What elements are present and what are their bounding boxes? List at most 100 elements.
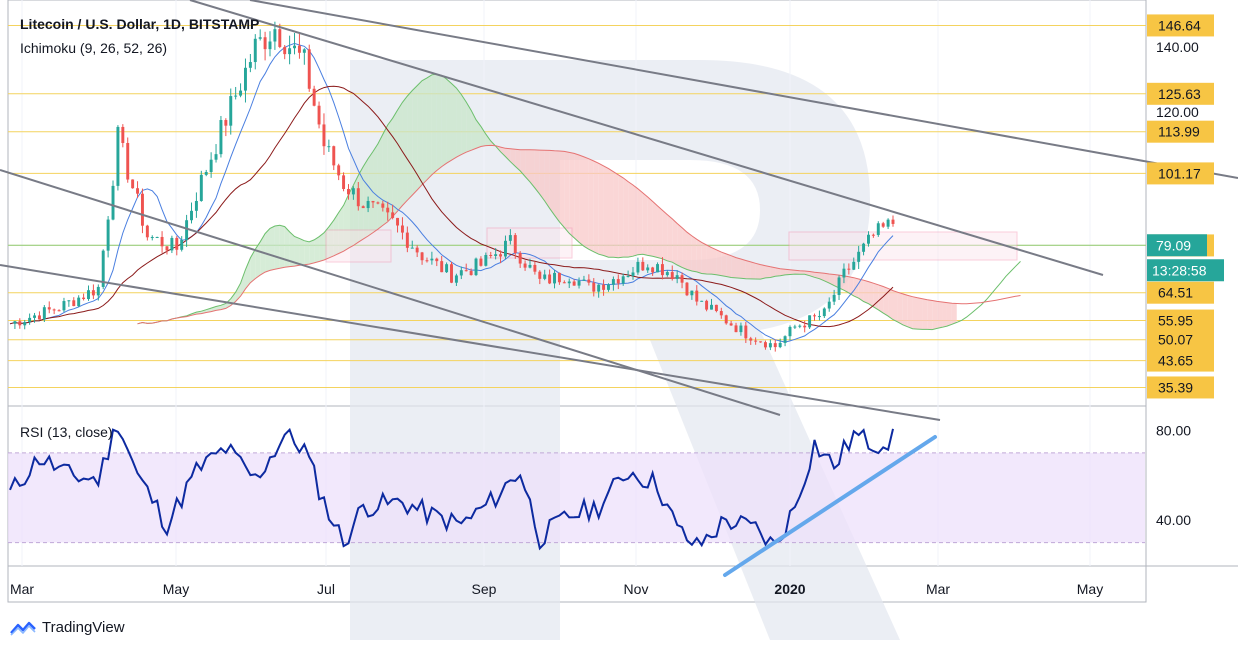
time-tick-label: Mar <box>10 581 34 597</box>
cloud-segment <box>539 150 545 201</box>
candle-body <box>832 294 836 302</box>
candle-body <box>371 200 375 203</box>
candle-body <box>670 272 674 279</box>
candle-body <box>700 300 704 302</box>
cloud-segment <box>794 270 800 275</box>
cloud-segment <box>780 268 786 276</box>
time-tick-label: 2020 <box>774 581 805 597</box>
candle-body <box>322 124 326 147</box>
cloud-segment <box>269 225 275 271</box>
candle-body <box>857 251 861 262</box>
cloud-segment <box>657 205 663 259</box>
candle-body <box>597 284 601 292</box>
rsi-line <box>9 427 894 551</box>
current-price-badge <box>1147 234 1207 257</box>
time-axis: Mar May Jul Sep Nov 2020 Mar May <box>10 581 1103 597</box>
candle-body <box>592 282 596 292</box>
cloud-segment <box>628 181 634 258</box>
price-tick-label: 140.00 <box>1156 39 1199 55</box>
candle-body <box>396 217 400 226</box>
candle-body <box>636 261 640 273</box>
candle-body <box>136 188 140 194</box>
candle-body <box>170 237 174 251</box>
cloud-segment <box>343 194 349 252</box>
cloud-segment <box>544 150 550 209</box>
cloud-segment <box>529 149 535 188</box>
candle-body <box>660 264 664 276</box>
ichimoku-lines <box>9 42 1021 343</box>
level-badge-label: 125.63 <box>1158 86 1201 102</box>
cloud-segment <box>912 296 918 330</box>
candle-body <box>347 188 350 195</box>
cloud-segment <box>328 220 334 258</box>
cloud-segment <box>711 247 717 275</box>
candle-body <box>862 243 866 252</box>
candle-body <box>342 175 346 189</box>
candle-body <box>847 268 851 270</box>
candle-body <box>101 250 105 287</box>
cloud-segment <box>613 171 619 258</box>
cloud-segment <box>417 80 423 190</box>
cloud-segment <box>897 292 903 325</box>
cloud-segment <box>770 266 776 278</box>
candle-body <box>307 49 311 89</box>
resistance-box <box>325 229 392 263</box>
cloud-segment <box>785 269 790 275</box>
cloud-segment <box>706 245 712 275</box>
candle-body <box>263 37 267 50</box>
cloud-segment <box>471 110 477 151</box>
cloud-segment <box>731 255 737 278</box>
candle-body <box>656 264 660 273</box>
resistance-box <box>788 231 1018 261</box>
cloud-segment <box>412 85 418 196</box>
candle-body <box>773 343 777 348</box>
candle-body <box>28 317 32 323</box>
candles <box>13 21 895 352</box>
candle-body <box>508 235 512 241</box>
level-badge-label: 64.51 <box>1158 285 1193 301</box>
candle-body <box>150 237 154 239</box>
level-badge <box>1147 349 1214 372</box>
candle-body <box>454 275 458 283</box>
candle-body <box>685 282 689 296</box>
candle-body <box>788 326 792 337</box>
ichimoku-cloud <box>137 74 957 330</box>
cloud-segment <box>338 205 344 254</box>
cloud-segment <box>397 102 403 212</box>
candle-body <box>474 258 478 276</box>
time-tick-label: Jul <box>317 581 335 597</box>
candle-body <box>793 326 797 328</box>
candle-body <box>572 281 576 286</box>
tradingview-logo[interactable]: TradingView <box>10 619 125 636</box>
cloud-segment <box>319 232 324 262</box>
level-badge-label: 50.07 <box>1158 332 1193 348</box>
cloud-segment <box>677 223 683 268</box>
cloud-segment <box>333 212 339 256</box>
candle-body <box>450 264 453 283</box>
cloud-segment <box>569 152 575 238</box>
candle-body <box>518 252 522 264</box>
trendline <box>0 264 941 421</box>
candle-body <box>62 301 66 311</box>
candle-body <box>96 286 100 296</box>
candle-body <box>91 290 95 296</box>
cloud-segment <box>451 83 457 161</box>
cloud-segment <box>574 153 580 243</box>
candle-body <box>42 307 46 320</box>
candle-body <box>768 343 772 348</box>
candle-body <box>67 300 71 302</box>
candle-body <box>47 307 51 310</box>
cloud-segment <box>476 119 481 149</box>
cloud-segment <box>682 227 687 270</box>
cloud-segment <box>304 240 310 265</box>
candle-body <box>190 210 193 221</box>
candle-body <box>837 277 841 295</box>
candle-body <box>77 297 81 307</box>
candle-body <box>297 45 301 53</box>
chart-title: Litecoin / U.S. Dollar, 1D, BITSTAMP <box>20 16 260 32</box>
candle-body <box>327 146 331 148</box>
cloud-segment <box>873 283 879 310</box>
cloud-segment <box>917 297 923 330</box>
candle-body <box>386 207 390 213</box>
